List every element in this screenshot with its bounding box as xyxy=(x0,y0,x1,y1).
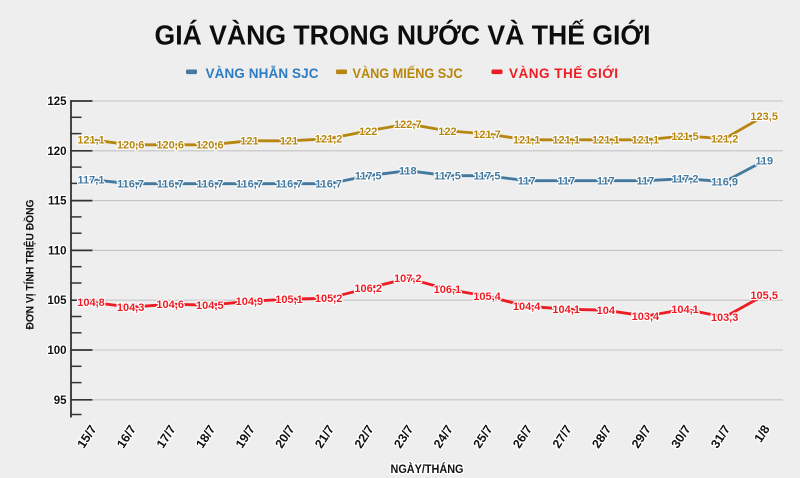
svg-text:104,6: 104,6 xyxy=(156,299,184,311)
svg-text:116,7: 116,7 xyxy=(157,179,184,191)
svg-text:121,2: 121,2 xyxy=(711,134,739,146)
svg-text:122,7: 122,7 xyxy=(394,119,422,131)
svg-text:104: 104 xyxy=(597,305,616,317)
svg-text:106,1: 106,1 xyxy=(434,284,462,296)
svg-text:121,1: 121,1 xyxy=(592,135,620,147)
svg-text:115: 115 xyxy=(48,196,67,208)
svg-text:121,5: 121,5 xyxy=(671,131,699,143)
svg-text:104,5: 104,5 xyxy=(196,300,224,312)
svg-text:117: 117 xyxy=(637,176,655,188)
svg-text:116,7: 116,7 xyxy=(196,179,223,191)
svg-text:117,2: 117,2 xyxy=(672,174,699,186)
svg-text:121,1: 121,1 xyxy=(632,135,660,147)
svg-text:121,1: 121,1 xyxy=(552,135,580,147)
svg-text:116,7: 116,7 xyxy=(117,179,144,191)
svg-text:104,9: 104,9 xyxy=(236,296,264,308)
svg-text:117,1: 117,1 xyxy=(78,175,105,187)
svg-text:117: 117 xyxy=(597,176,615,188)
svg-text:104,1: 104,1 xyxy=(552,304,580,316)
svg-text:116,7: 116,7 xyxy=(276,179,303,191)
svg-text:103,3: 103,3 xyxy=(711,312,739,324)
svg-text:117: 117 xyxy=(518,176,536,188)
svg-text:ĐƠN VỊ TÍNH TRIỆU ĐỒNG: ĐƠN VỊ TÍNH TRIỆU ĐỒNG xyxy=(24,200,37,330)
svg-text:VÀNG MIẾNG SJC: VÀNG MIẾNG SJC xyxy=(353,66,463,81)
svg-text:125: 125 xyxy=(47,96,67,108)
svg-text:104,1: 104,1 xyxy=(671,304,699,316)
svg-text:104,4: 104,4 xyxy=(513,301,541,313)
svg-text:VÀNG THẾ GIỚI: VÀNG THẾ GIỚI xyxy=(509,66,618,81)
svg-text:118: 118 xyxy=(399,166,417,178)
svg-text:117: 117 xyxy=(557,176,575,188)
svg-text:120,6: 120,6 xyxy=(196,140,224,152)
svg-text:121,2: 121,2 xyxy=(315,134,343,146)
svg-text:121,7: 121,7 xyxy=(473,129,501,141)
svg-text:122: 122 xyxy=(438,126,456,138)
svg-text:123,5: 123,5 xyxy=(750,111,778,123)
svg-text:105: 105 xyxy=(47,295,67,307)
svg-text:105,1: 105,1 xyxy=(275,294,303,306)
svg-text:119: 119 xyxy=(755,156,773,168)
svg-text:GIÁ VÀNG TRONG NƯỚC VÀ THẾ GIỚ: GIÁ VÀNG TRONG NƯỚC VÀ THẾ GIỚI xyxy=(155,20,651,51)
svg-text:121: 121 xyxy=(240,136,258,148)
svg-text:NGÀY/THÁNG: NGÀY/THÁNG xyxy=(391,461,464,476)
svg-text:120: 120 xyxy=(47,146,66,158)
svg-text:117,5: 117,5 xyxy=(355,171,382,183)
svg-text:117,5: 117,5 xyxy=(434,171,461,183)
svg-text:100: 100 xyxy=(47,345,66,357)
svg-text:120,6: 120,6 xyxy=(117,140,145,152)
svg-text:104,8: 104,8 xyxy=(77,297,105,309)
svg-text:116,7: 116,7 xyxy=(236,179,263,191)
svg-text:103,4: 103,4 xyxy=(632,311,660,323)
svg-text:117,5: 117,5 xyxy=(474,171,501,183)
svg-text:121,1: 121,1 xyxy=(513,135,541,147)
svg-text:105,2: 105,2 xyxy=(315,293,343,305)
svg-text:110: 110 xyxy=(48,245,67,257)
svg-text:104,3: 104,3 xyxy=(117,302,145,314)
svg-text:106,2: 106,2 xyxy=(354,283,382,295)
svg-text:121,1: 121,1 xyxy=(77,135,105,147)
svg-text:105,4: 105,4 xyxy=(473,291,501,303)
svg-text:120,6: 120,6 xyxy=(156,140,184,152)
svg-text:VÀNG NHẪN SJC: VÀNG NHẪN SJC xyxy=(206,66,319,81)
svg-text:116,9: 116,9 xyxy=(711,177,738,189)
svg-text:122: 122 xyxy=(359,126,377,138)
svg-text:105,5: 105,5 xyxy=(750,290,778,302)
svg-text:107,2: 107,2 xyxy=(394,273,422,285)
svg-text:121: 121 xyxy=(280,136,298,148)
svg-text:95: 95 xyxy=(54,395,67,407)
svg-text:116,7: 116,7 xyxy=(315,179,342,191)
